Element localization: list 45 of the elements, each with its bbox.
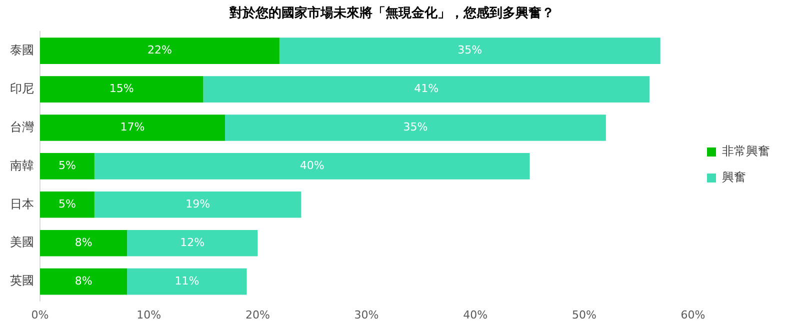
y-tick-label: 印尼 bbox=[10, 81, 34, 96]
data-label: 5% bbox=[58, 198, 76, 211]
data-label: 35% bbox=[458, 44, 482, 57]
y-tick-label: 泰國 bbox=[10, 42, 34, 57]
x-tick-label: 50% bbox=[572, 308, 596, 322]
x-tick-label: 40% bbox=[463, 308, 488, 322]
bar bbox=[225, 114, 606, 141]
x-tick-label: 30% bbox=[354, 308, 379, 322]
x-tick-label: 20% bbox=[245, 308, 270, 322]
data-label: 19% bbox=[186, 198, 210, 211]
bar bbox=[40, 153, 94, 180]
y-tick-label: 南韓 bbox=[10, 158, 34, 172]
bar bbox=[40, 76, 204, 102]
bar bbox=[94, 153, 530, 180]
bar bbox=[94, 192, 302, 218]
data-label: 5% bbox=[58, 159, 76, 172]
data-label: 15% bbox=[109, 82, 134, 96]
bar bbox=[127, 230, 258, 256]
y-tick-label: 美國 bbox=[10, 235, 34, 250]
bar bbox=[40, 230, 128, 256]
bar bbox=[127, 268, 247, 295]
bar bbox=[40, 38, 280, 64]
data-label: 41% bbox=[414, 82, 439, 96]
bar bbox=[279, 38, 660, 64]
x-tick-label: 0% bbox=[31, 308, 49, 322]
bar bbox=[40, 268, 128, 295]
data-label: 11% bbox=[174, 274, 200, 288]
legend-label: 非常興奮 bbox=[722, 144, 770, 158]
data-label: 40% bbox=[300, 159, 324, 172]
chart-title: 對於您的國家市場未來將「無現金化」，您感到多興奮？ bbox=[228, 5, 554, 22]
x-tick-label: 10% bbox=[136, 308, 162, 322]
bar bbox=[40, 192, 94, 218]
data-label: 8% bbox=[74, 236, 92, 249]
data-label: 22% bbox=[147, 44, 172, 57]
legend-label: 興奮 bbox=[722, 170, 746, 184]
y-tick-label: 台灣 bbox=[10, 120, 34, 134]
data-label: 8% bbox=[74, 274, 92, 288]
y-tick-label: 英國 bbox=[10, 274, 34, 288]
x-tick-label: 60% bbox=[680, 308, 706, 322]
data-label: 12% bbox=[180, 236, 205, 249]
data-label: 35% bbox=[403, 120, 428, 134]
y-tick-label: 日本 bbox=[10, 196, 34, 211]
data-label: 17% bbox=[120, 120, 145, 134]
bar bbox=[40, 114, 226, 141]
bar bbox=[203, 76, 650, 102]
